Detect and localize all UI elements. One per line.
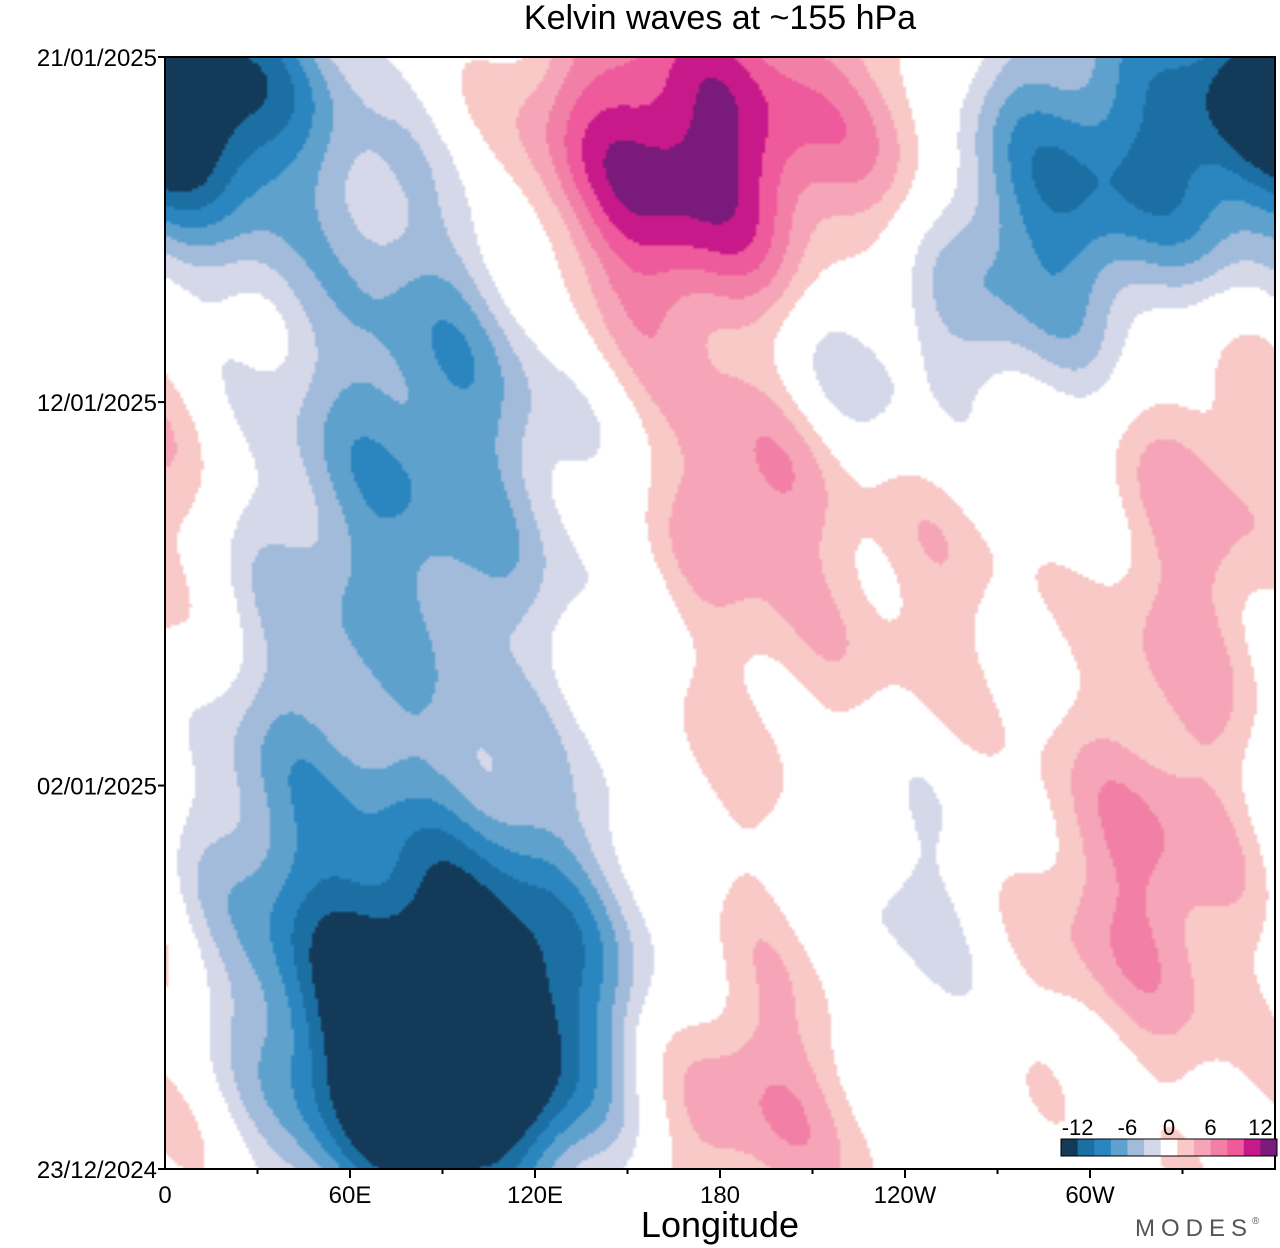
colorbar-frame bbox=[1060, 1138, 1278, 1157]
colorbar-tick-label: -6 bbox=[1118, 1115, 1138, 1140]
x-tick-label: 120E bbox=[507, 1182, 563, 1209]
colorbar-tick-label: 6 bbox=[1204, 1115, 1216, 1140]
x-tick-label: 0 bbox=[158, 1182, 171, 1209]
colorbar-swatch bbox=[1144, 1139, 1162, 1156]
colorbar: -12 -6 0 6 12 bbox=[1060, 1115, 1278, 1157]
colorbar-tick-label: 0 bbox=[1163, 1115, 1175, 1140]
colorbar-swatch bbox=[1260, 1139, 1278, 1156]
colorbar-swatch bbox=[1094, 1139, 1112, 1156]
colorbar-tick-label: -12 bbox=[1062, 1115, 1094, 1140]
logo-registered-mark: ® bbox=[1252, 1216, 1260, 1227]
colorbar-swatch bbox=[1077, 1139, 1095, 1156]
y-tick-label: 12/01/2025 bbox=[37, 390, 157, 417]
colorbar-swatch bbox=[1110, 1139, 1128, 1156]
modes-logo: MODES ® bbox=[1135, 1215, 1260, 1242]
plot-area bbox=[164, 56, 1276, 1170]
anomaly-field bbox=[165, 57, 1275, 1169]
y-axis: 23/12/2024 02/01/2025 12/01/2025 21/01/2025 bbox=[37, 45, 165, 1184]
x-tick-label: 60W bbox=[1065, 1182, 1115, 1209]
logo-text: MODES bbox=[1135, 1215, 1253, 1242]
x-tick-label: 120W bbox=[874, 1182, 937, 1209]
colorbar-swatch bbox=[1061, 1139, 1079, 1156]
colorbar-tick-label: 12 bbox=[1248, 1115, 1272, 1140]
colorbar-swatch bbox=[1227, 1139, 1245, 1156]
colorbar-swatch bbox=[1160, 1139, 1178, 1156]
x-tick-label: 60E bbox=[329, 1182, 372, 1209]
y-tick-label: 21/01/2025 bbox=[37, 45, 157, 72]
x-axis-label: Longitude bbox=[641, 1204, 799, 1245]
x-axis: 0 60E 120E 180 120W 60W bbox=[158, 1169, 1184, 1209]
chart-title: Kelvin waves at ~155 hPa bbox=[524, 0, 916, 37]
y-tick-label: 23/12/2024 bbox=[37, 1157, 157, 1184]
colorbar-swatch bbox=[1210, 1139, 1228, 1156]
colorbar-swatch bbox=[1243, 1139, 1261, 1156]
colorbar-swatch bbox=[1127, 1139, 1145, 1156]
x-tick-label: 180 bbox=[700, 1182, 740, 1209]
colorbar-swatch bbox=[1177, 1139, 1195, 1156]
colorbar-swatch bbox=[1193, 1139, 1212, 1156]
y-tick-label: 02/01/2025 bbox=[37, 774, 157, 801]
